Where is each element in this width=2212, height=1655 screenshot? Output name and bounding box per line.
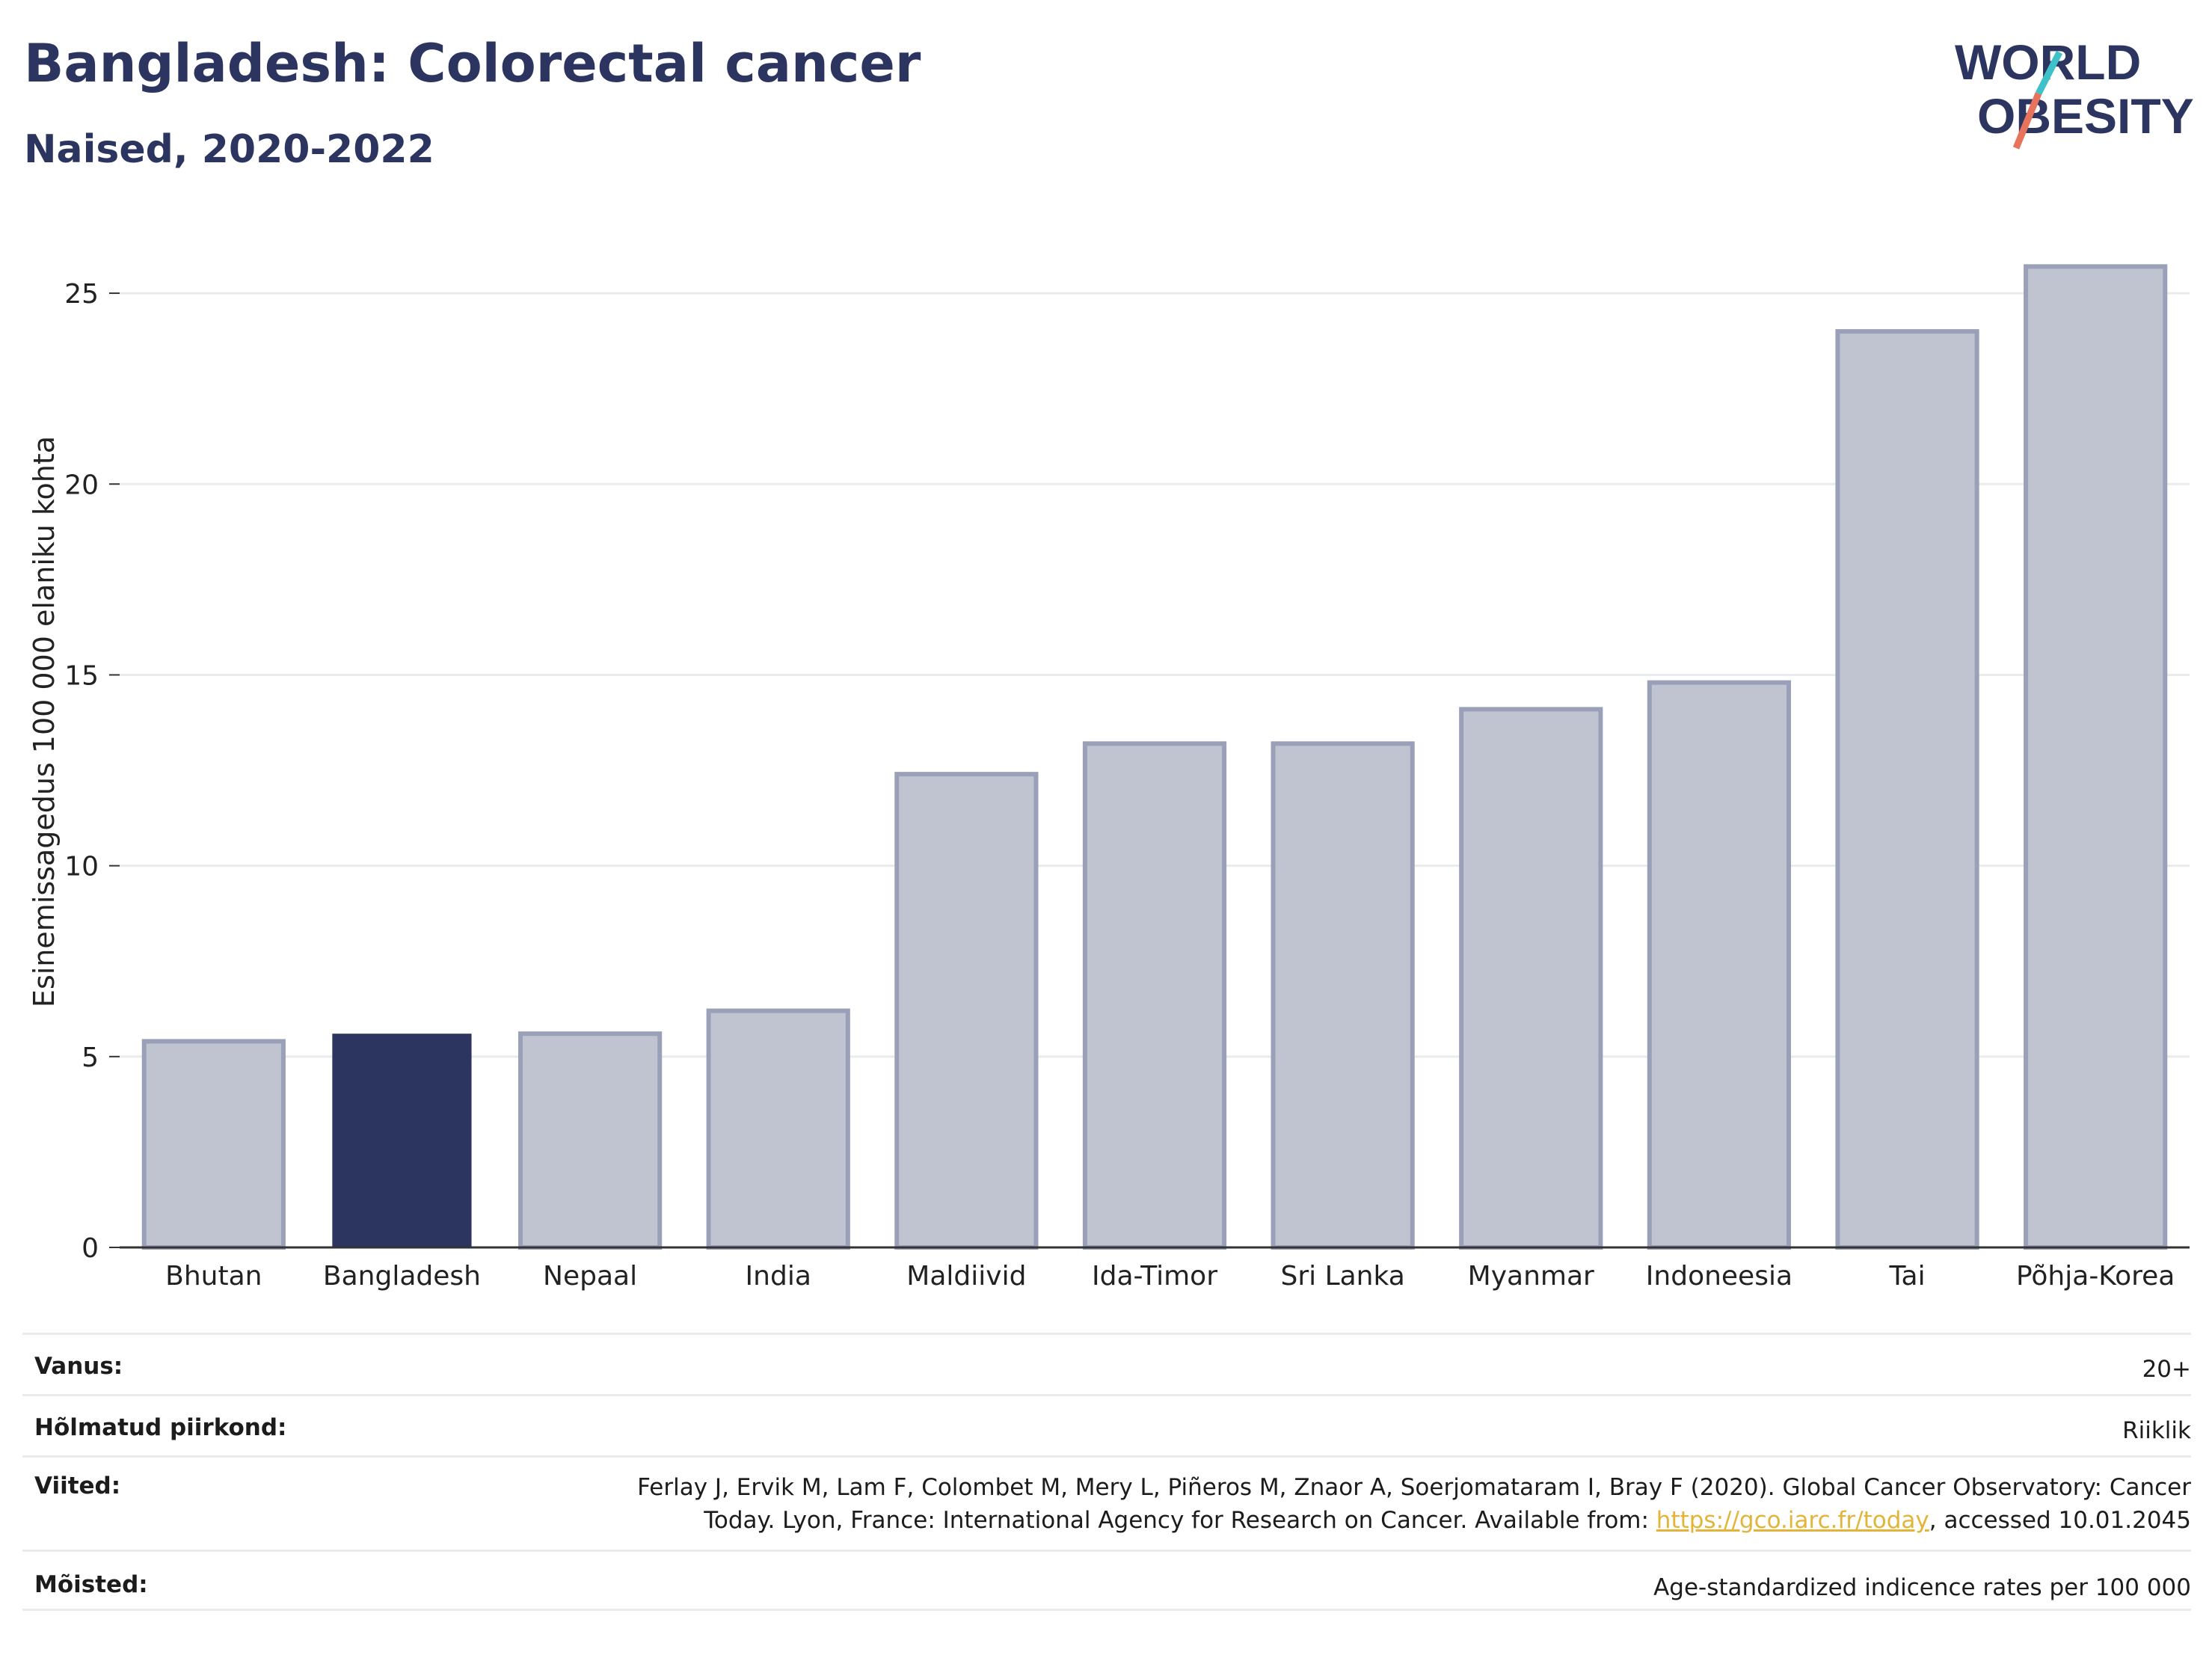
references-line-2-start: Today. Lyon, France: International Agenc… — [704, 1507, 1656, 1534]
chart-subtitle: Naised, 2020-2022 — [24, 127, 434, 172]
x-tick-label: Sri Lanka — [1280, 1261, 1404, 1292]
x-tick-label: Indoneesia — [1646, 1261, 1792, 1292]
bar-tai — [1835, 329, 1979, 1250]
bar-myanmar — [1459, 707, 1603, 1250]
x-tick-label: Myanmar — [1468, 1261, 1594, 1292]
x-tick-label: India — [746, 1261, 811, 1292]
meta-row-age: Vanus: 20+ — [22, 1333, 2191, 1394]
x-tick-label: Bhutan — [165, 1261, 262, 1292]
references-link[interactable]: https://gco.iarc.fr/today — [1656, 1507, 1929, 1534]
y-tick-label: 20 — [64, 470, 99, 500]
bar-india — [706, 1008, 850, 1250]
x-tick-label: Ida-Timor — [1092, 1261, 1217, 1292]
meta-age-value: 20+ — [2142, 1356, 2191, 1383]
meta-region-value: Riiklik — [2122, 1417, 2191, 1444]
meta-definitions-value: Age-standardized indicence rates per 100… — [1653, 1574, 2191, 1601]
bar-nepaal — [517, 1031, 663, 1250]
bar-chart: 0 5 10 15 20 25 Bhutan Bangladesh Nepaal India Ma… — [28, 264, 2190, 1292]
bar-sri-lanka — [1271, 741, 1415, 1250]
logo-slash-top — [2035, 50, 2063, 96]
logo-slash-bottom — [2012, 92, 2042, 150]
chart-title: Bangladesh: Colorectal cancer — [24, 33, 921, 94]
y-tick-label: 15 — [64, 660, 99, 691]
metadata-table: Vanus: 20+ Hõlmatud piirkond: Riiklik Vi… — [22, 1333, 2191, 1611]
world-obesity-logo: WORLD OBESITY — [1955, 34, 2194, 150]
x-tick-label: Maldiivid — [906, 1261, 1026, 1292]
x-tick-label: Tai — [1888, 1261, 1925, 1292]
meta-row-region: Hõlmatud piirkond: Riiklik — [22, 1394, 2191, 1455]
meta-age-label: Vanus: — [34, 1353, 123, 1380]
bar-ida-timor — [1082, 741, 1227, 1250]
meta-definitions-label: Mõisted: — [34, 1571, 148, 1598]
bar-maldiivid — [894, 772, 1039, 1250]
y-tick-label: 5 — [82, 1043, 99, 1073]
bar-bangladesh — [332, 1034, 472, 1247]
y-axis-label: Esinemissagedus 100 000 elaniku kohta — [28, 436, 61, 1007]
logo-word-obesity: OBESITY — [1977, 88, 2194, 144]
references-line-1: Ferlay J, Ervik M, Lam F, Colombet M, Me… — [637, 1474, 2191, 1501]
references-line-2-end: , accessed 10.01.2045 — [1929, 1507, 2191, 1534]
meta-references-value: Ferlay J, Ervik M, Lam F, Colombet M, Me… — [637, 1471, 2191, 1537]
y-tick-label: 25 — [64, 279, 99, 310]
bar-bhutan — [141, 1039, 286, 1250]
meta-region-label: Hõlmatud piirkond: — [34, 1414, 287, 1441]
x-tick-label: Bangladesh — [323, 1261, 481, 1292]
x-tick-label: Põhja-Korea — [2016, 1261, 2175, 1292]
y-tick-label: 0 — [82, 1233, 99, 1264]
bar-p-hja-korea — [2024, 264, 2168, 1250]
meta-row-references: Viited: Ferlay J, Ervik M, Lam F, Colomb… — [22, 1455, 2191, 1550]
x-tick-labels: Bhutan Bangladesh Nepaal India Maldiivid Ida-… — [165, 1261, 2175, 1292]
y-tick-labels: 0 5 10 15 20 25 — [64, 279, 120, 1264]
bars — [141, 264, 2168, 1250]
y-tick-label: 10 — [64, 852, 99, 882]
meta-references-label: Viited: — [34, 1473, 121, 1499]
meta-row-definitions: Mõisted: Age-standardized indicence rate… — [22, 1550, 2191, 1611]
x-tick-label: Nepaal — [543, 1261, 637, 1292]
bar-indoneesia — [1647, 680, 1792, 1250]
